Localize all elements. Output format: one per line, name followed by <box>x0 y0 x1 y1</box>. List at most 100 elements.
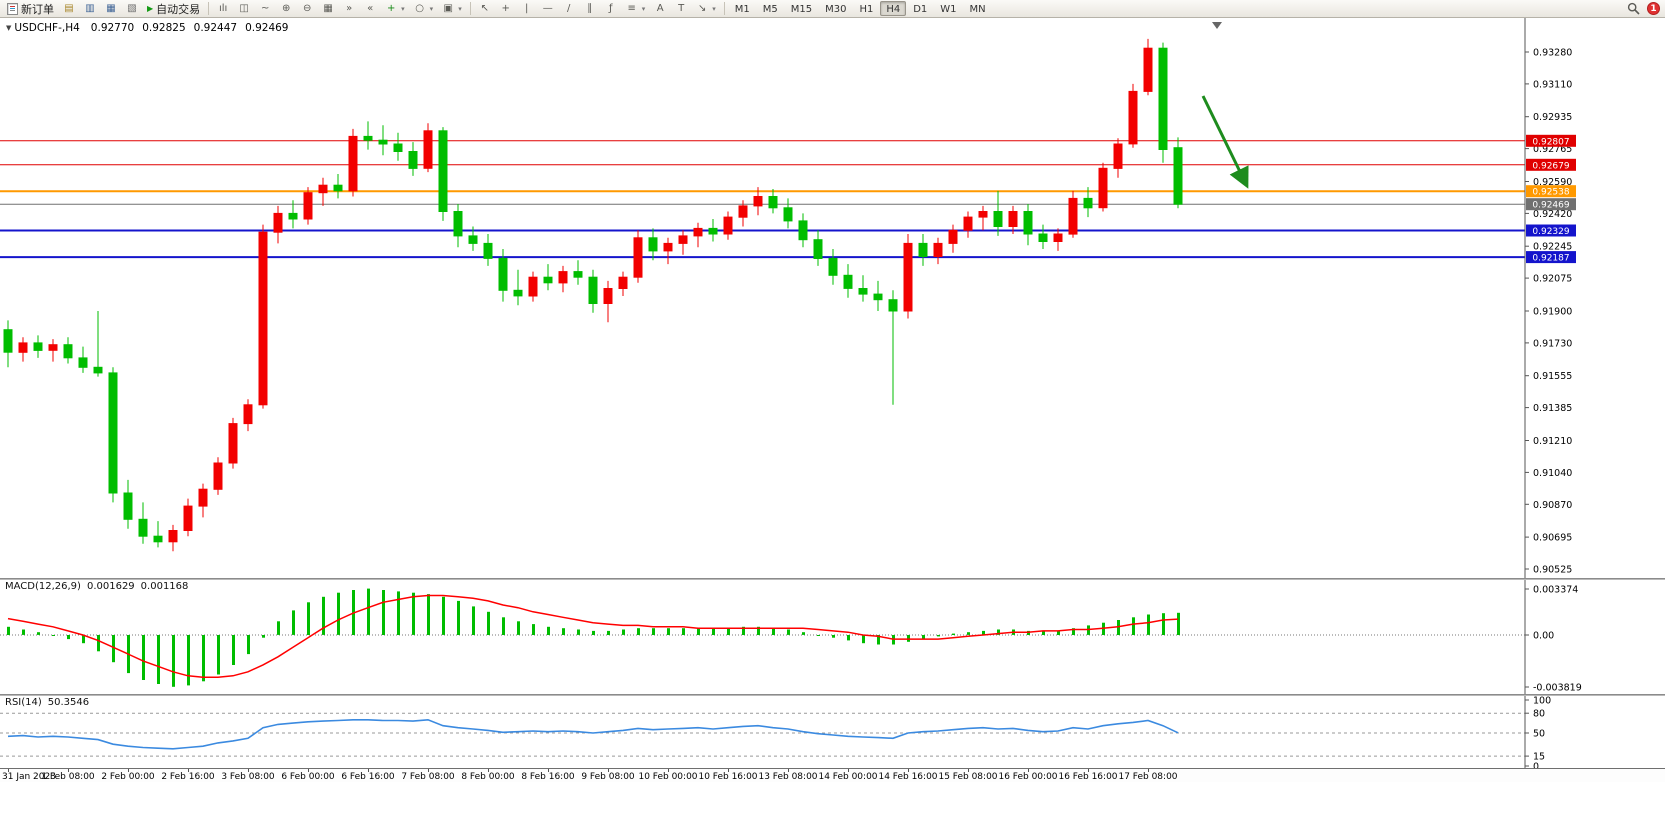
timeframe-button-m30[interactable]: M30 <box>825 4 847 15</box>
auto-scroll-icon[interactable]: » <box>339 1 359 17</box>
periods-icon[interactable]: ○ ▾ <box>410 1 438 17</box>
data-window-icon[interactable]: ▦ <box>101 1 121 17</box>
panel-splitter[interactable] <box>0 694 1665 696</box>
chart-shift-marker[interactable] <box>1212 22 1222 29</box>
label-icon[interactable]: T <box>671 1 691 17</box>
bar-chart-icon[interactable]: ılı <box>213 1 233 17</box>
price-axis-label: 0.91900 <box>1533 307 1572 318</box>
timeframe-button-d1[interactable]: D1 <box>913 4 928 15</box>
timeframe-button-h4[interactable]: H4 <box>880 1 907 16</box>
timeframe-button-w1[interactable]: W1 <box>940 4 957 15</box>
svg-text:0.92538: 0.92538 <box>1532 188 1569 198</box>
time-axis-tick <box>728 769 729 772</box>
time-axis-label: 6 Feb 00:00 <box>281 772 335 782</box>
market-watch-icon[interactable]: ▥ <box>80 1 100 17</box>
text-icon[interactable]: A <box>650 1 670 17</box>
time-axis-label: 15 Feb 08:00 <box>938 772 998 782</box>
time-axis-tick <box>548 769 549 772</box>
chevron-down-icon: ▾ <box>401 4 405 13</box>
price-axis-label: 0.90525 <box>1533 565 1572 576</box>
panel-splitter[interactable] <box>0 578 1665 580</box>
indicators-icon-glyph: + <box>386 2 396 14</box>
macd-axis-label: 0.003374 <box>1533 585 1578 596</box>
time-axis-label: 2 Feb 00:00 <box>101 772 155 782</box>
price-tag: 0.92679 <box>1526 158 1576 171</box>
line-chart-icon[interactable]: ~ <box>255 1 275 17</box>
rsi-panel[interactable]: 100 80 50 15 0 RSI(14) 50.3546 <box>0 696 1665 768</box>
new-order-icon <box>7 2 18 15</box>
timeframe-button-m1[interactable]: M1 <box>734 4 750 15</box>
time-axis-label: 8 Feb 16:00 <box>521 772 575 782</box>
rsi-line <box>7 718 1179 750</box>
auto-trading-button[interactable]: ▶ 自动交易 <box>143 1 204 17</box>
cursor-icon[interactable]: ↖ <box>475 1 495 17</box>
candlestick-chart: 0.93280 0.93110 0.92935 0.92765 0.92590 0.924… <box>0 18 1665 578</box>
price-axis-label: 0.93280 <box>1533 48 1572 59</box>
shapes-icon-glyph: ≡ <box>627 2 636 14</box>
zoom-out-icon-glyph: ⊖ <box>302 2 312 14</box>
timeframe-button-h1[interactable]: H1 <box>859 4 874 15</box>
rsi-label-row: RSI(14) 50.3546 <box>5 697 89 708</box>
price-tag: 0.92187 <box>1526 251 1576 264</box>
time-axis-label: 16 Feb 00:00 <box>998 772 1058 782</box>
fibonacci-icon[interactable]: ƒ <box>601 1 621 17</box>
timeframe-button-m5[interactable]: M5 <box>762 4 778 15</box>
price-tag: 0.92807 <box>1526 134 1576 147</box>
time-axis-tick <box>308 769 309 772</box>
price-axis-label: 0.92075 <box>1533 274 1572 285</box>
channel-icon[interactable]: ∥ <box>580 1 600 17</box>
time-axis-label: 14 Feb 16:00 <box>878 772 938 782</box>
charts-toolbar-icon[interactable]: ▤ <box>59 1 79 17</box>
svg-text:0.92469: 0.92469 <box>1532 201 1569 211</box>
price-tag: 0.92329 <box>1526 224 1576 237</box>
time-axis-label: 14 Feb 00:00 <box>818 772 878 782</box>
main-chart-panel[interactable]: 0.93280 0.93110 0.92935 0.92765 0.92590 0.924… <box>0 18 1665 578</box>
annotation-arrow[interactable] <box>1201 95 1249 189</box>
price-axis-label: 0.92245 <box>1533 242 1572 253</box>
timeframe-button-m15[interactable]: M15 <box>790 4 813 15</box>
shapes-icon[interactable]: ≡ ▾ <box>622 1 650 17</box>
vertical-line-icon[interactable]: | <box>517 1 537 17</box>
navigator-icon[interactable]: ▧ <box>122 1 142 17</box>
macd-panel[interactable]: 0.003374 0.00 -0.003819 MACD(12,26,9) 0.001… <box>0 580 1665 694</box>
time-axis[interactable]: 31 Jan 2023 1 Feb 08:00 2 Feb 00:00 2 Feb 1… <box>0 768 1665 782</box>
price-axis-label: 0.90695 <box>1533 533 1572 544</box>
time-axis-tick <box>668 769 669 772</box>
candlestick-chart-icon[interactable]: ◫ <box>234 1 254 17</box>
fibonacci-icon-glyph: ƒ <box>608 2 613 14</box>
indicators-icon[interactable]: + ▾ <box>381 1 409 17</box>
zoom-out-icon[interactable]: ⊖ <box>297 1 317 17</box>
tile-windows-icon[interactable]: ▦ <box>318 1 338 17</box>
zoom-in-icon-glyph: ⊕ <box>281 2 291 14</box>
arrows-icon[interactable]: ↘ ▾ <box>692 1 720 17</box>
time-axis-tick <box>488 769 489 772</box>
chart-shift-icon[interactable]: « <box>360 1 380 17</box>
time-axis-tick <box>428 769 429 772</box>
price-tag: 0.92538 <box>1526 185 1576 198</box>
crosshair-icon[interactable]: + <box>496 1 516 17</box>
new-order-button[interactable]: 新订单 <box>3 1 58 17</box>
timeframe-button-mn[interactable]: MN <box>969 4 986 15</box>
time-axis-label: 10 Feb 00:00 <box>638 772 698 782</box>
notification-badge[interactable]: 1 <box>1647 2 1660 15</box>
charts-toolbar-icon-glyph: ▤ <box>64 2 74 14</box>
chevron-down-icon: ▾ <box>458 4 462 13</box>
rsi-value: 50.3546 <box>47 697 90 708</box>
quote-close: 0.92469 <box>245 22 289 34</box>
horizontal-line-icon[interactable]: — <box>538 1 558 17</box>
zoom-in-icon[interactable]: ⊕ <box>276 1 296 17</box>
rsi-axis-label: 15 <box>1533 752 1545 763</box>
chevron-down-icon: ▾ <box>429 4 434 13</box>
chart-menu-icon[interactable]: ▼ <box>6 24 12 32</box>
svg-text:0.92329: 0.92329 <box>1532 227 1569 237</box>
auto-scroll-icon-glyph: » <box>346 2 353 14</box>
time-axis-label: 1 Feb 08:00 <box>41 772 95 782</box>
templates-icon[interactable]: ▣ ▾ <box>438 1 466 17</box>
time-axis-tick <box>188 769 189 772</box>
trendline-icon[interactable]: / <box>559 1 579 17</box>
line-chart-icon-glyph: ~ <box>260 2 270 14</box>
search-icon[interactable] <box>1623 1 1644 17</box>
vertical-line-icon-glyph: | <box>525 2 529 14</box>
price-tag: 0.92469 <box>1526 198 1576 211</box>
price-axis-label: 0.90870 <box>1533 500 1572 511</box>
